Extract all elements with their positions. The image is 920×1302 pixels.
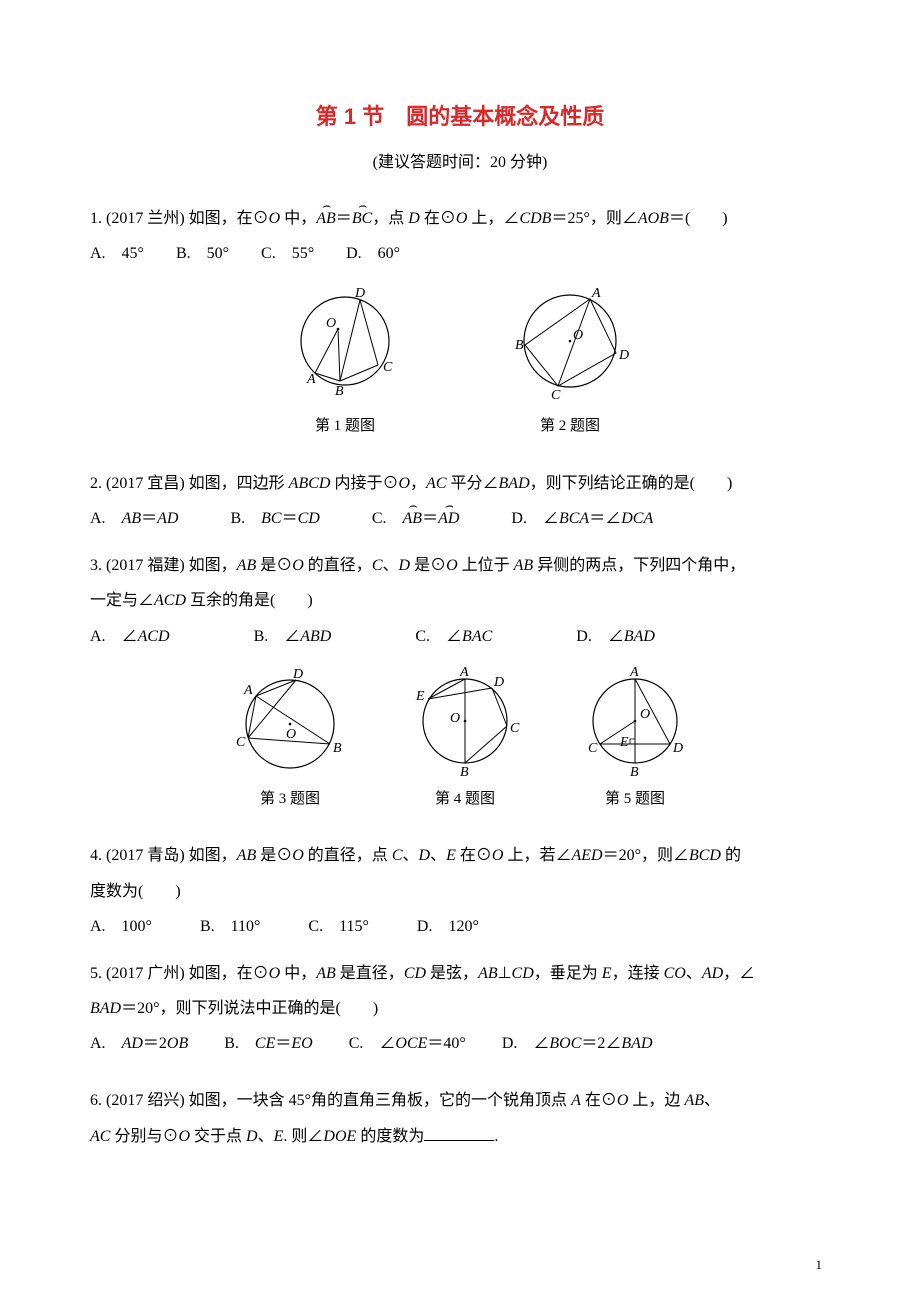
- q3-options: A. ∠ACD B. ∠ABD C. ∠BAC D. ∠BAD: [90, 619, 830, 654]
- figure-row-2: A B C D O 第 3 题图 A B C D E O 第 4 题图: [90, 666, 830, 811]
- q2-options: A. AB＝AD B. BC＝CD C. AB＝AD D. ∠BCA＝∠DCA: [90, 501, 830, 536]
- question-6: 6. (2017 绍兴) 如图，一块含 45°角的直角三角板，它的一个锐角顶点 …: [90, 1083, 830, 1153]
- page-number: 1: [816, 1255, 823, 1275]
- figure-5: A B C D E O: [570, 666, 700, 776]
- fill-blank: [424, 1121, 494, 1140]
- svg-text:O: O: [326, 316, 336, 331]
- svg-text:B: B: [333, 741, 342, 756]
- svg-text:O: O: [286, 727, 296, 742]
- svg-text:B: B: [335, 384, 344, 399]
- svg-text:O: O: [450, 711, 460, 726]
- svg-text:O: O: [573, 328, 583, 343]
- question-3: 3. (2017 福建) 如图，AB 是⊙O 的直径，C、D 是⊙O 上位于 A…: [90, 548, 830, 654]
- svg-text:C: C: [236, 735, 246, 750]
- svg-text:B: B: [460, 765, 469, 776]
- question-5: 5. (2017 广州) 如图，在⊙O 中，AB 是直径，CD 是弦，AB⊥CD…: [90, 956, 830, 1062]
- subtitle: (建议答题时间：20 分钟): [90, 151, 830, 175]
- figure-3-caption: 第 3 题图: [220, 788, 360, 811]
- svg-text:E: E: [619, 735, 629, 750]
- svg-text:C: C: [510, 721, 520, 736]
- svg-text:A: A: [243, 683, 253, 698]
- figure-2: A B C D O: [495, 283, 645, 403]
- svg-text:O: O: [640, 707, 650, 722]
- q1-text: 1. (2017 兰州) 如图，在⊙: [90, 210, 269, 227]
- svg-text:D: D: [493, 675, 504, 690]
- svg-text:A: A: [306, 372, 316, 387]
- question-1: 1. (2017 兰州) 如图，在⊙O 中，AB＝BC，点 D 在⊙O 上，∠C…: [90, 201, 830, 271]
- svg-text:D: D: [354, 286, 365, 301]
- svg-text:B: B: [630, 765, 639, 776]
- page-title: 第 1 节 圆的基本概念及性质: [90, 100, 830, 133]
- svg-text:B: B: [515, 338, 524, 353]
- svg-text:D: D: [292, 667, 303, 682]
- svg-text:D: D: [618, 348, 629, 363]
- q1-options: A. 45° B. 50° C. 55° D. 60°: [90, 236, 830, 271]
- svg-text:E: E: [415, 689, 425, 704]
- figure-4-caption: 第 4 题图: [400, 788, 530, 811]
- svg-text:C: C: [383, 360, 393, 375]
- svg-text:C: C: [551, 388, 561, 403]
- q4-options: A. 100° B. 110° C. 115° D. 120°: [90, 909, 830, 944]
- svg-text:A: A: [591, 286, 601, 301]
- figure-2-caption: 第 2 题图: [495, 415, 645, 438]
- figure-5-caption: 第 5 题图: [570, 788, 700, 811]
- svg-text:D: D: [672, 741, 683, 756]
- svg-text:A: A: [459, 666, 469, 680]
- q5-options: A. AD＝2OB B. CE＝EO C. ∠OCE＝40° D. ∠BOC＝2…: [90, 1026, 830, 1061]
- svg-text:C: C: [588, 741, 598, 756]
- svg-text:A: A: [629, 666, 639, 680]
- figure-3: A B C D O: [220, 666, 360, 776]
- figure-4: A B C D E O: [400, 666, 530, 776]
- figure-1-caption: 第 1 题图: [275, 415, 415, 438]
- figure-row-1: A B C D O 第 1 题图 A B C D O 第 2 题图: [90, 283, 830, 438]
- figure-1: A B C D O: [275, 283, 415, 403]
- question-4: 4. (2017 青岛) 如图，AB 是⊙O 的直径，点 C、D、E 在⊙O 上…: [90, 838, 830, 944]
- question-2: 2. (2017 宜昌) 如图，四边形 ABCD 内接于⊙O，AC 平分∠BAD…: [90, 466, 830, 536]
